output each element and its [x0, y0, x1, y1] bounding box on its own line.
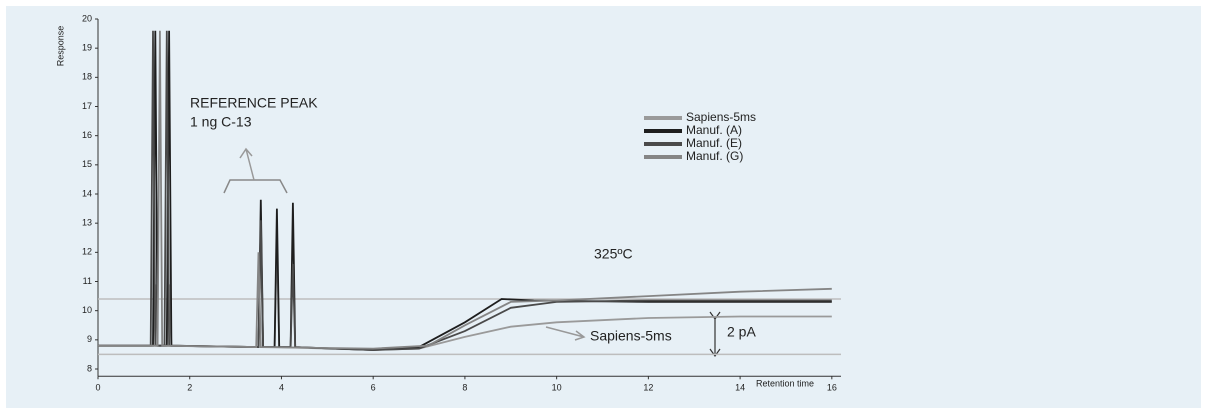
- panel: Response Retention time REFERENCE PEAK 1…: [6, 6, 1201, 408]
- annotation: 1 ng C-13: [190, 114, 252, 130]
- x-tick-label: 4: [279, 383, 284, 393]
- y-tick-label: 12: [82, 247, 92, 257]
- y-tick-label: 17: [82, 101, 92, 111]
- annotation: 2 pA: [727, 324, 756, 340]
- chart: Response Retention time REFERENCE PEAK 1…: [55, 13, 841, 393]
- legend-label: Sapiens-5ms: [686, 110, 756, 124]
- x-tick-label: 14: [735, 383, 745, 393]
- x-tick-label: 6: [371, 383, 376, 393]
- x-tick-label: 12: [643, 383, 653, 393]
- y-tick-label: 20: [82, 13, 92, 23]
- y-tick-label: 15: [82, 159, 92, 169]
- series-line: [98, 240, 832, 351]
- series-line: [98, 30, 832, 350]
- series-line: [98, 30, 832, 351]
- y-tick-label: 11: [83, 276, 92, 286]
- x-tick-label: 16: [827, 383, 837, 393]
- annotation: 325ºC: [594, 246, 633, 262]
- y-tick-label: 16: [82, 130, 92, 140]
- arrow: [239, 147, 255, 181]
- annotation: REFERENCE PEAK: [190, 95, 318, 111]
- legend-label: Manuf. (E): [686, 136, 742, 150]
- y-tick-label: 13: [82, 218, 92, 228]
- bracket: [223, 179, 288, 194]
- y-tick-label: 18: [82, 72, 92, 82]
- annotation: Sapiens-5ms: [590, 328, 672, 344]
- y-tick-label: 14: [82, 188, 92, 198]
- x-tick-label: 2: [187, 383, 192, 393]
- y-tick-label: 10: [82, 305, 92, 315]
- x-tick-label: 0: [95, 383, 100, 393]
- x-tick-label: 8: [462, 383, 467, 393]
- y-tick-label: 19: [82, 43, 92, 53]
- y-axis-label: Response: [55, 26, 65, 67]
- y-tick-label: 8: [87, 363, 92, 373]
- x-axis-label: Retention time: [756, 378, 814, 388]
- arrow: [545, 326, 586, 341]
- legend-label: Manuf. (A): [686, 123, 742, 137]
- legend-label: Manuf. (G): [686, 149, 743, 163]
- arrow: [709, 311, 721, 358]
- x-tick-label: 10: [552, 383, 562, 393]
- y-tick-label: 9: [87, 334, 92, 344]
